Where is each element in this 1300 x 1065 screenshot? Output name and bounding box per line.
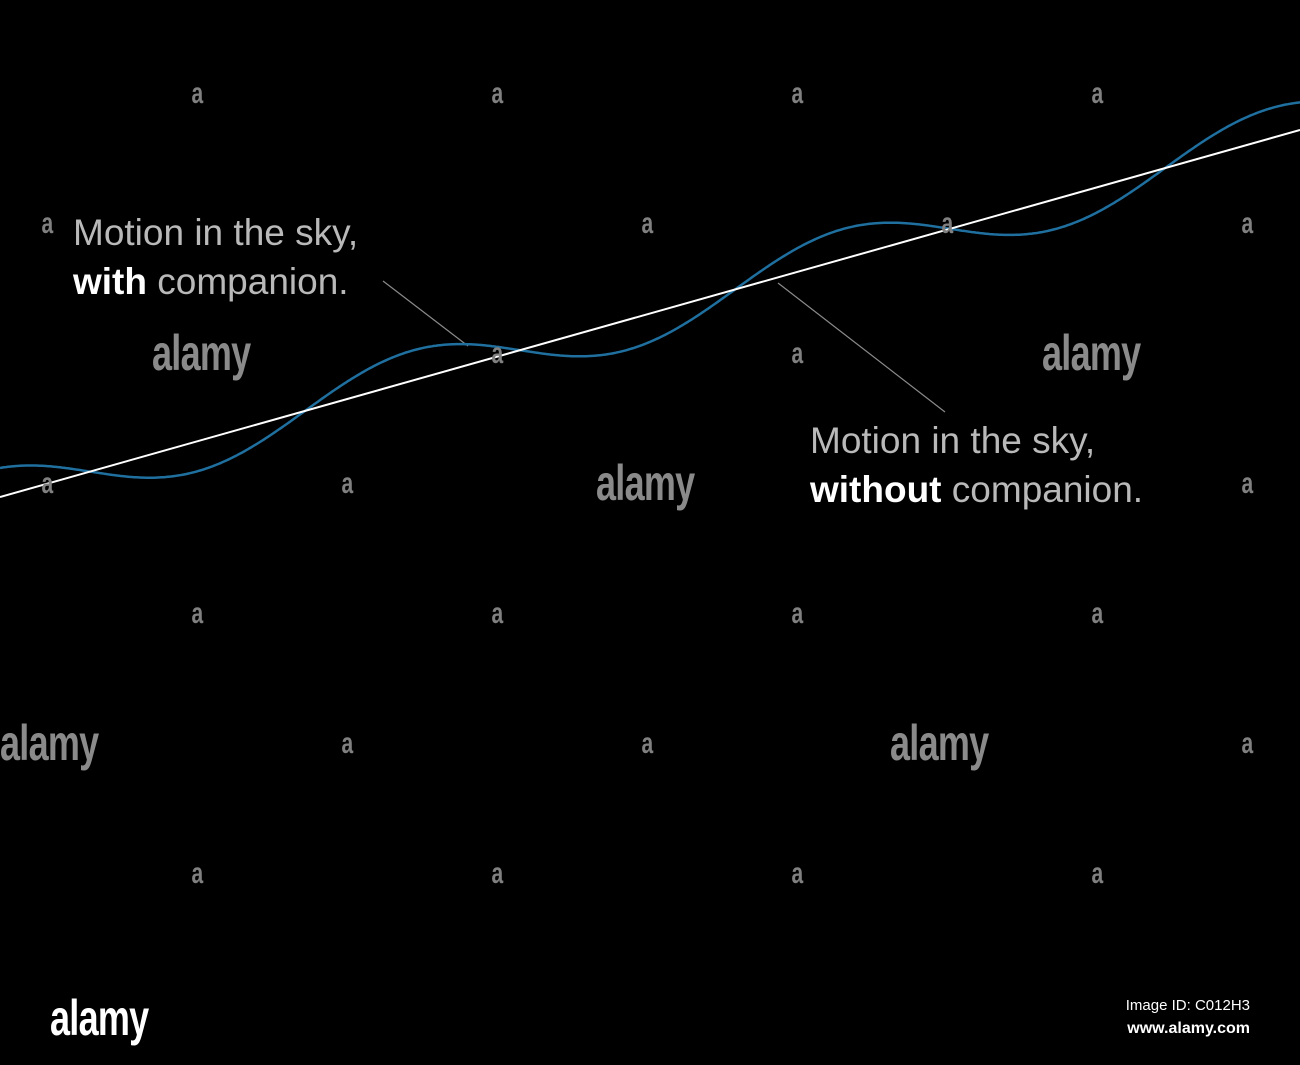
watermark-small: a bbox=[341, 727, 354, 760]
watermark-small: a bbox=[491, 857, 504, 890]
image-id-text: Image ID: C012H3 bbox=[1125, 997, 1250, 1014]
leader-line-with bbox=[382, 280, 469, 347]
watermark-small: a bbox=[191, 597, 204, 630]
watermark-small: a bbox=[791, 337, 804, 370]
watermark-small: a bbox=[41, 207, 54, 240]
label-without-line1: Motion in the sky, bbox=[810, 420, 1096, 461]
watermark-small: a bbox=[1241, 207, 1254, 240]
watermark-large: alamy bbox=[0, 715, 99, 771]
watermark-large: alamy bbox=[152, 325, 251, 381]
watermark-small: a bbox=[491, 597, 504, 630]
label-without-rest: companion. bbox=[941, 469, 1144, 510]
watermark-small: a bbox=[941, 207, 954, 240]
watermark-small: a bbox=[191, 857, 204, 890]
watermark-small: a bbox=[641, 207, 654, 240]
watermark-small: a bbox=[491, 77, 504, 110]
watermark-large: alamy bbox=[1042, 325, 1141, 381]
watermark-large: alamy bbox=[596, 455, 695, 511]
watermark-small: a bbox=[1091, 597, 1104, 630]
label-with-companion: Motion in the sky, with companion. bbox=[73, 208, 358, 306]
watermark-small: a bbox=[1091, 857, 1104, 890]
watermark-small: a bbox=[41, 467, 54, 500]
watermark-small: a bbox=[491, 337, 504, 370]
alamy-logo: alamy bbox=[50, 990, 149, 1046]
label-without-companion: Motion in the sky, without companion. bbox=[810, 416, 1143, 514]
watermark-large: alamy bbox=[890, 715, 989, 771]
watermark-small: a bbox=[791, 857, 804, 890]
watermark-small: a bbox=[791, 77, 804, 110]
site-url-text[interactable]: www.alamy.com bbox=[1127, 1020, 1250, 1037]
label-with-line1: Motion in the sky, bbox=[73, 212, 359, 253]
watermark-small: a bbox=[641, 727, 654, 760]
label-with-bold: with bbox=[73, 261, 147, 302]
label-without-bold: without bbox=[810, 469, 942, 510]
path-with-companion bbox=[0, 101, 1300, 479]
watermark-small: a bbox=[191, 77, 204, 110]
watermark-small: a bbox=[341, 467, 354, 500]
leader-line-without bbox=[777, 282, 946, 413]
watermark-small: a bbox=[1241, 467, 1254, 500]
watermark-small: a bbox=[1091, 77, 1104, 110]
label-with-rest: companion. bbox=[146, 261, 349, 302]
watermark-small: a bbox=[791, 597, 804, 630]
watermark-small: a bbox=[1241, 727, 1254, 760]
path-without-companion bbox=[0, 129, 1300, 498]
